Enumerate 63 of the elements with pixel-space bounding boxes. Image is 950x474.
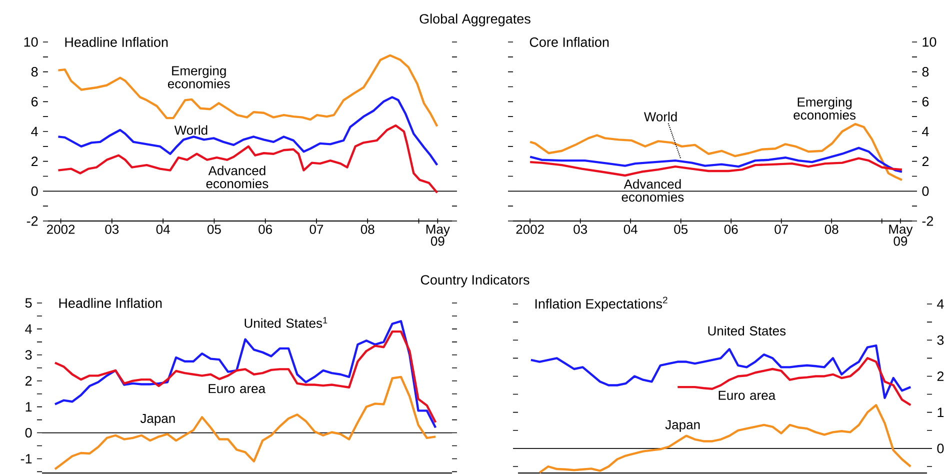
y-tick-label: 3 [25, 350, 32, 360]
y-tick-label: 4 [25, 324, 32, 334]
series-label: United States$^{1}$ [244, 317, 328, 328]
series-label: United States [708, 326, 786, 336]
y-tick-label: 0 [25, 428, 32, 438]
line-series [528, 146, 904, 173]
chart-title: Country Indicators [420, 274, 530, 288]
x-tick-label: 07 [774, 224, 788, 234]
series-label: Advanced economies [622, 179, 684, 202]
y-tick-label: 10 [922, 37, 936, 47]
x-tick-label: 07 [310, 224, 324, 234]
y-tick-label: -1 [20, 454, 32, 464]
y-tick-label: 10 [24, 37, 38, 47]
series-label: Advanced economies [206, 166, 268, 188]
chart-subtitle: Inflation Expectations$^{2}$ [535, 296, 668, 312]
x-tick-label: May 09 [426, 224, 450, 246]
y-tick-label: -2 [922, 216, 934, 226]
series-label: Emerging economies [168, 66, 230, 88]
y-tick-label: 6 [32, 96, 38, 106]
chart-title: Global Aggregates [420, 14, 530, 26]
y-tick-label: 4 [937, 299, 944, 309]
y-tick-label: 8 [922, 67, 929, 77]
y-tick-label: 0 [922, 186, 929, 196]
series-label: Euro area [208, 384, 266, 394]
x-tick-label: 03 [105, 224, 119, 234]
y-tick-label: 2 [922, 156, 929, 166]
x-tick-label: 04 [156, 224, 170, 234]
x-tick-label: May 09 [889, 224, 913, 246]
chart-subtitle: Headline Inflation [65, 37, 168, 47]
y-tick-label: 2 [31, 156, 38, 166]
x-tick-label: 04 [624, 224, 638, 234]
chart-subtitle: Headline Inflation [59, 298, 162, 308]
x-tick-label: 08 [824, 224, 838, 234]
x-tick-label: 05 [207, 224, 221, 234]
series-label: Emerging economies [794, 97, 856, 120]
y-tick-label: 0 [937, 444, 944, 454]
y-tick-label: 4 [31, 126, 38, 136]
y-tick-label: 6 [922, 96, 929, 106]
series-label: Euro area [718, 390, 776, 400]
y-tick-label: 8 [31, 67, 38, 77]
x-tick-label: 06 [258, 224, 272, 234]
x-tick-label: 2002 [46, 224, 75, 234]
x-tick-label: 08 [360, 224, 374, 234]
line-series [57, 124, 438, 194]
y-tick-label: 5 [25, 298, 32, 308]
chart-subtitle: Core Inflation [530, 37, 609, 47]
text: World [644, 112, 677, 122]
y-tick-label: 2 [937, 372, 944, 381]
x-tick-label: 05 [674, 224, 688, 234]
y-tick-label: 0 [31, 186, 38, 196]
series-label: Japan [140, 414, 175, 426]
y-tick-label: 1 [26, 402, 32, 412]
y-tick-label: 3 [937, 335, 944, 345]
series-label: World [174, 125, 208, 135]
x-tick-label: 06 [724, 224, 738, 234]
y-tick-label: -2 [26, 216, 38, 226]
y-tick-label: 1 [938, 408, 944, 417]
x-tick-label: 2002 [516, 224, 544, 234]
y-tick-label: 2 [25, 376, 32, 386]
y-tick-label: 4 [922, 126, 929, 136]
line-series [528, 157, 904, 177]
x-tick-label: 03 [574, 224, 587, 234]
series-label: Japan [665, 420, 700, 432]
